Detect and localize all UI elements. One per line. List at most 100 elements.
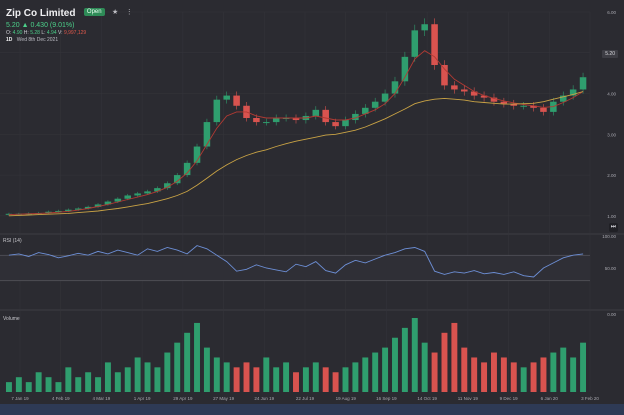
candle-body [74, 208, 82, 210]
rsi-tick-label: 100.00 [602, 234, 616, 239]
star-icon[interactable]: ★ [112, 8, 119, 16]
candle-body [124, 195, 131, 199]
candle-body [65, 209, 72, 211]
volume-bar [233, 367, 240, 392]
candle-body [352, 113, 359, 121]
volume-bar [451, 322, 458, 392]
x-tick-label: 6 Jan 20 [541, 396, 559, 401]
x-tick-label: 24 Jun 19 [254, 396, 274, 401]
candle-body [480, 95, 488, 98]
candle-body [461, 89, 468, 92]
candle-body [104, 201, 112, 205]
candle-body [164, 183, 171, 189]
candle-body [45, 211, 52, 213]
last-price-tag: 5.20 [602, 50, 618, 58]
x-tick-label: 7 Jan 19 [11, 396, 29, 401]
volume-bar [392, 337, 398, 392]
moving-average-line [8, 50, 584, 216]
rsi-band [0, 255, 590, 281]
candle-body [441, 65, 448, 86]
volume-bar [263, 357, 270, 392]
candle-body [94, 204, 102, 207]
volume-bar [471, 357, 478, 392]
low-value: 4.94 [46, 30, 57, 36]
volume-bar [580, 342, 587, 392]
volume-bar [570, 357, 577, 392]
volume-bar [174, 342, 181, 392]
volume-bar [95, 377, 102, 392]
volume-bar [500, 357, 507, 392]
volume-bar [332, 372, 339, 392]
candle-body [223, 95, 230, 100]
volume-bar [510, 362, 517, 392]
candle-body [431, 24, 438, 65]
volume-bar [203, 347, 210, 392]
volume-bar [283, 362, 290, 392]
y-tick-label: 6.00 [607, 10, 616, 15]
market-status-badge: Open [83, 7, 105, 16]
candle-body [362, 107, 369, 114]
x-tick-label: 19 Aug 19 [336, 396, 357, 401]
more-options-icon[interactable]: ⋮ [125, 8, 133, 16]
volume-bar [352, 362, 359, 392]
candle-body [183, 162, 191, 176]
x-tick-label: 3 Feb 20 [581, 396, 599, 401]
y-tick-label: 1.00 [607, 214, 616, 219]
rsi-line [8, 245, 584, 278]
rsi-tick-label: 50.00 [605, 266, 617, 271]
candle-body [391, 81, 399, 94]
timeframe-label[interactable]: 1D [6, 37, 13, 43]
volume-bar [55, 382, 62, 392]
y-tick-label: 4.00 [607, 92, 616, 97]
candle-body [540, 107, 547, 112]
volume-bar [401, 327, 408, 392]
candle-body [84, 206, 92, 209]
volume-bar [302, 367, 309, 392]
x-tick-label: 29 Apr 19 [173, 396, 193, 401]
x-tick-label: 27 May 19 [213, 396, 235, 401]
candle-body [213, 99, 221, 123]
candle-body [282, 118, 290, 119]
volume-panel-label: Volume [3, 316, 20, 322]
candle-body [263, 122, 270, 124]
reset-zoom-button[interactable]: ⏭ [609, 223, 618, 232]
volume-bar [293, 372, 299, 392]
open-value: 4.90 [12, 30, 23, 36]
candle-body [579, 77, 587, 90]
candle-body [134, 193, 141, 196]
volume-bar [85, 372, 92, 392]
candle-body [173, 175, 181, 184]
candle-body [411, 30, 419, 57]
candle-body [253, 118, 260, 123]
x-tick-label: 14 Oct 19 [417, 396, 437, 401]
volume-bar [45, 377, 52, 392]
low-label: L: [41, 30, 46, 36]
x-tick-label: 4 Mar 19 [93, 396, 111, 401]
volume-label: V: [58, 30, 63, 36]
volume-bar [164, 352, 171, 392]
candle-body [292, 118, 300, 121]
volume-bar [481, 362, 488, 392]
candle-body [381, 93, 389, 102]
candle-body [342, 120, 349, 127]
volume-bar [114, 372, 121, 392]
y-tick-label: 2.00 [607, 173, 616, 178]
volume-bar [362, 357, 369, 392]
candle-body [510, 103, 518, 106]
volume-value: 9,997,129 [63, 30, 87, 36]
volume-bar [431, 352, 438, 392]
volume-bar [35, 372, 42, 392]
candle-body [322, 109, 329, 123]
volume-bar [253, 367, 260, 392]
ohlc-readout: O: 4.90 H: 5.28 L: 4.94 V: 9,997,129 [6, 30, 133, 36]
candle-body [470, 91, 478, 96]
volume-bar [144, 362, 151, 392]
volume-bar [184, 332, 191, 392]
instrument-header: Zip Co Limited Open ★ ⋮ 5.20 ▲ 0.430 (9.… [6, 3, 133, 43]
candle-body [451, 85, 458, 90]
volume-bar [421, 342, 428, 392]
candle-body [312, 109, 320, 116]
candle-body [530, 105, 537, 108]
